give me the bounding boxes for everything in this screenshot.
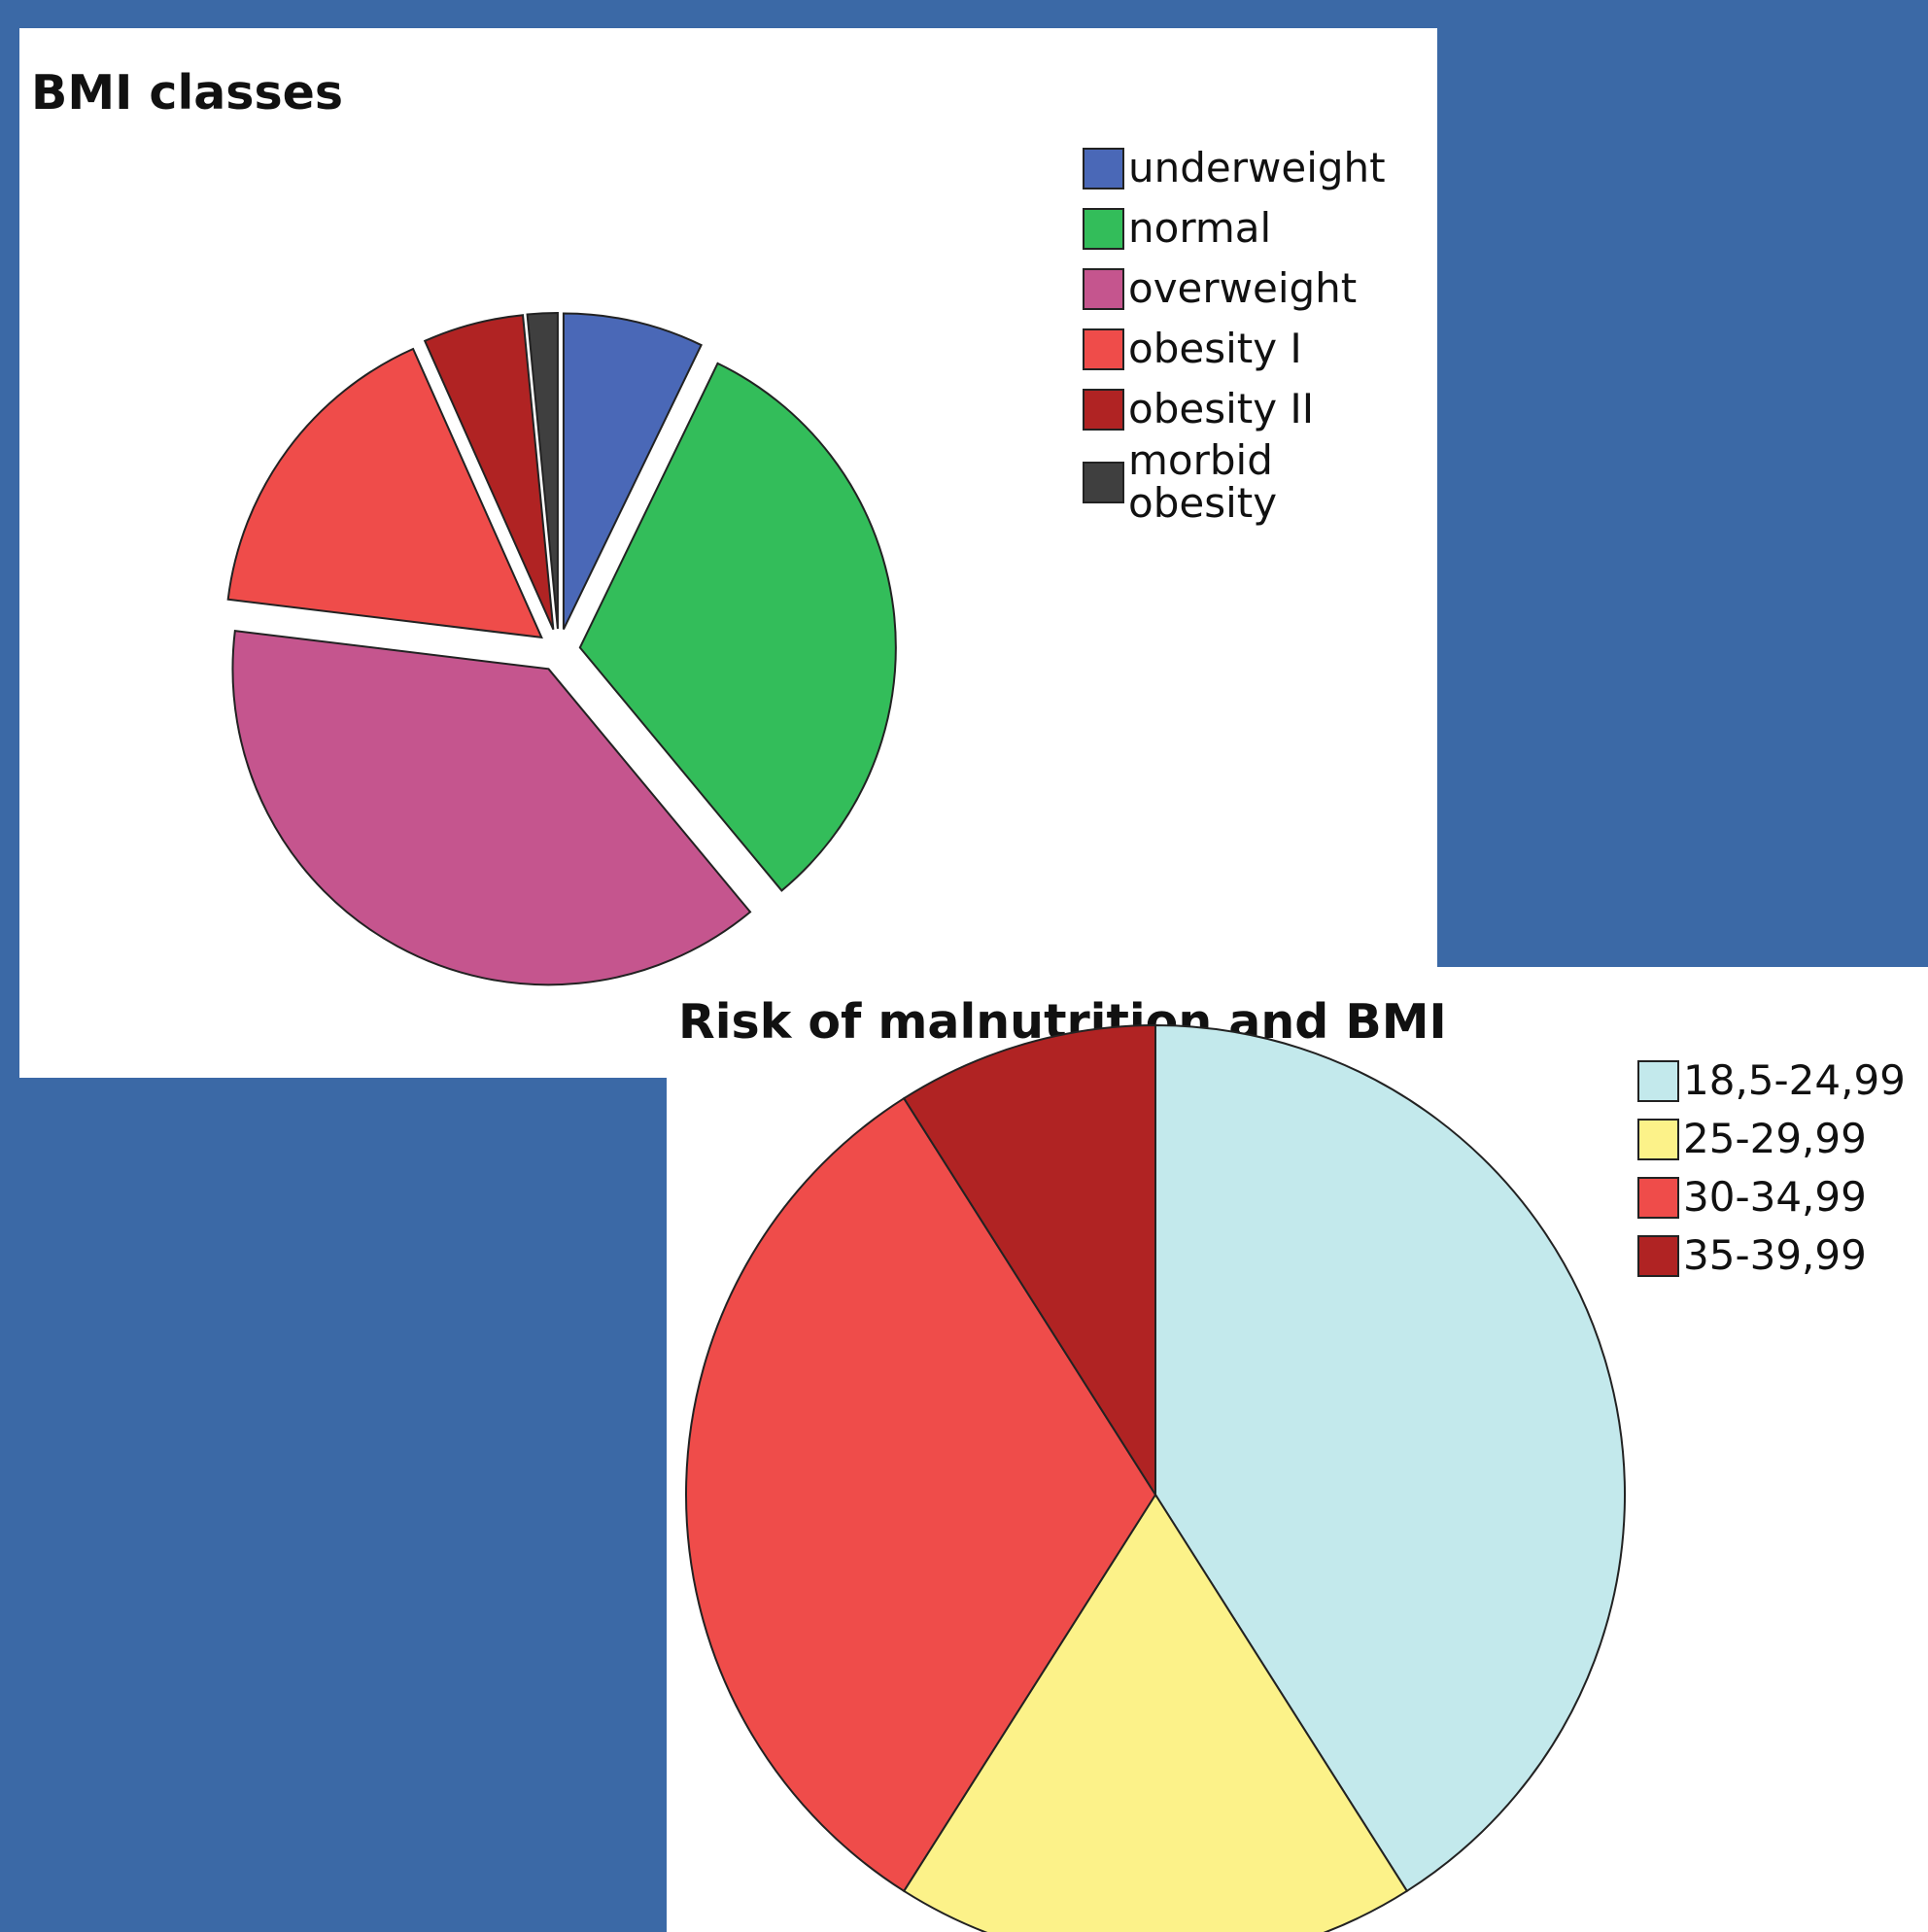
legend-label: obesity II xyxy=(1128,384,1315,432)
legend-swatch xyxy=(1083,207,1124,250)
pie-slice-18-5-24-99 xyxy=(1154,1023,1626,1893)
legend-swatch xyxy=(1083,267,1124,310)
malnutrition-risk-legend: 18,5-24,99 25-29,99 30-34,99 35-39,99 xyxy=(1637,1052,1906,1285)
legend-swatch xyxy=(1083,388,1124,431)
legend-item: 25-29,99 xyxy=(1637,1110,1906,1168)
legend-item: 18,5-24,99 xyxy=(1637,1052,1906,1110)
chart-title: BMI classes xyxy=(31,65,344,121)
pie-slice-obesity-i xyxy=(226,347,543,639)
legend-label: underweight xyxy=(1128,143,1386,191)
legend-item: morbid obesity xyxy=(1083,436,1420,528)
legend-label: obesity I xyxy=(1128,324,1302,372)
legend-swatch xyxy=(1083,328,1124,370)
legend-item: obesity I xyxy=(1083,319,1420,379)
pie-slice-normal xyxy=(578,362,897,892)
legend-swatch xyxy=(1083,461,1124,503)
legend-swatch xyxy=(1637,1118,1679,1160)
malnutrition-risk-pie xyxy=(685,1023,1626,1932)
legend-item: underweight xyxy=(1083,138,1420,198)
legend-label: 18,5-24,99 xyxy=(1683,1055,1906,1104)
pie-slice-obesity-ii xyxy=(423,314,555,631)
legend-label: 25-29,99 xyxy=(1683,1114,1867,1162)
legend-item: obesity II xyxy=(1083,379,1420,439)
pie-slice-morbid-obesity xyxy=(526,312,559,630)
legend-label: overweight xyxy=(1128,263,1358,312)
pie-slice-30-34-99 xyxy=(685,1096,1157,1893)
bmi-classes-pie xyxy=(226,312,897,986)
legend-item: overweight xyxy=(1083,259,1420,319)
bmi-classes-legend: underweight normal overweight obesity I obes… xyxy=(1083,138,1420,525)
legend-swatch xyxy=(1083,147,1124,190)
legend-swatch xyxy=(1637,1176,1679,1219)
bmi-classes-chart-panel: BMI classes underweight normal overweight o… xyxy=(19,28,1437,1078)
legend-swatch xyxy=(1637,1234,1679,1277)
legend-item: 30-34,99 xyxy=(1637,1168,1906,1226)
legend-label: 30-34,99 xyxy=(1683,1172,1867,1221)
legend-swatch xyxy=(1637,1059,1679,1102)
pie-slice-overweight xyxy=(231,630,752,986)
pie-slice-35-39-99 xyxy=(902,1023,1156,1499)
legend-label: morbid obesity xyxy=(1128,436,1278,528)
pie-slice-25-29-99 xyxy=(902,1493,1409,1932)
legend-label: normal xyxy=(1128,203,1272,252)
pie-slice-underweight xyxy=(562,312,703,630)
legend-item: normal xyxy=(1083,198,1420,259)
malnutrition-risk-chart-panel: Risk of malnutrition and BMI 18,5-24,99 2… xyxy=(667,967,1928,1932)
legend-label: 35-39,99 xyxy=(1683,1230,1867,1279)
legend-item: 35-39,99 xyxy=(1637,1226,1906,1285)
